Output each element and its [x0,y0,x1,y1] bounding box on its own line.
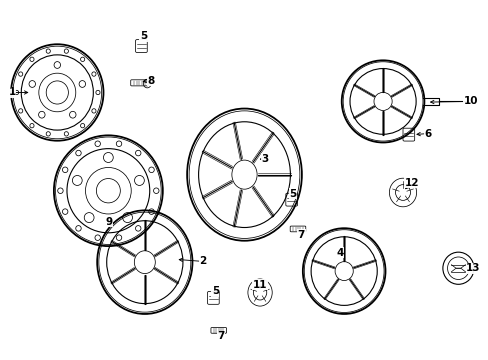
Text: 6: 6 [423,129,430,139]
Text: 11: 11 [252,280,267,290]
Text: 8: 8 [147,76,154,86]
Text: 12: 12 [404,177,418,188]
Text: 13: 13 [465,263,480,273]
Text: 2: 2 [199,256,206,266]
Text: 3: 3 [261,154,268,163]
Text: 4: 4 [336,248,343,258]
Text: 9: 9 [105,217,113,227]
Text: 5: 5 [140,31,147,41]
Text: 5: 5 [211,287,219,296]
Text: 5: 5 [289,189,296,199]
Text: 7: 7 [217,331,224,341]
Text: 7: 7 [297,230,305,240]
Text: 1: 1 [8,87,16,98]
Text: 10: 10 [463,96,477,107]
